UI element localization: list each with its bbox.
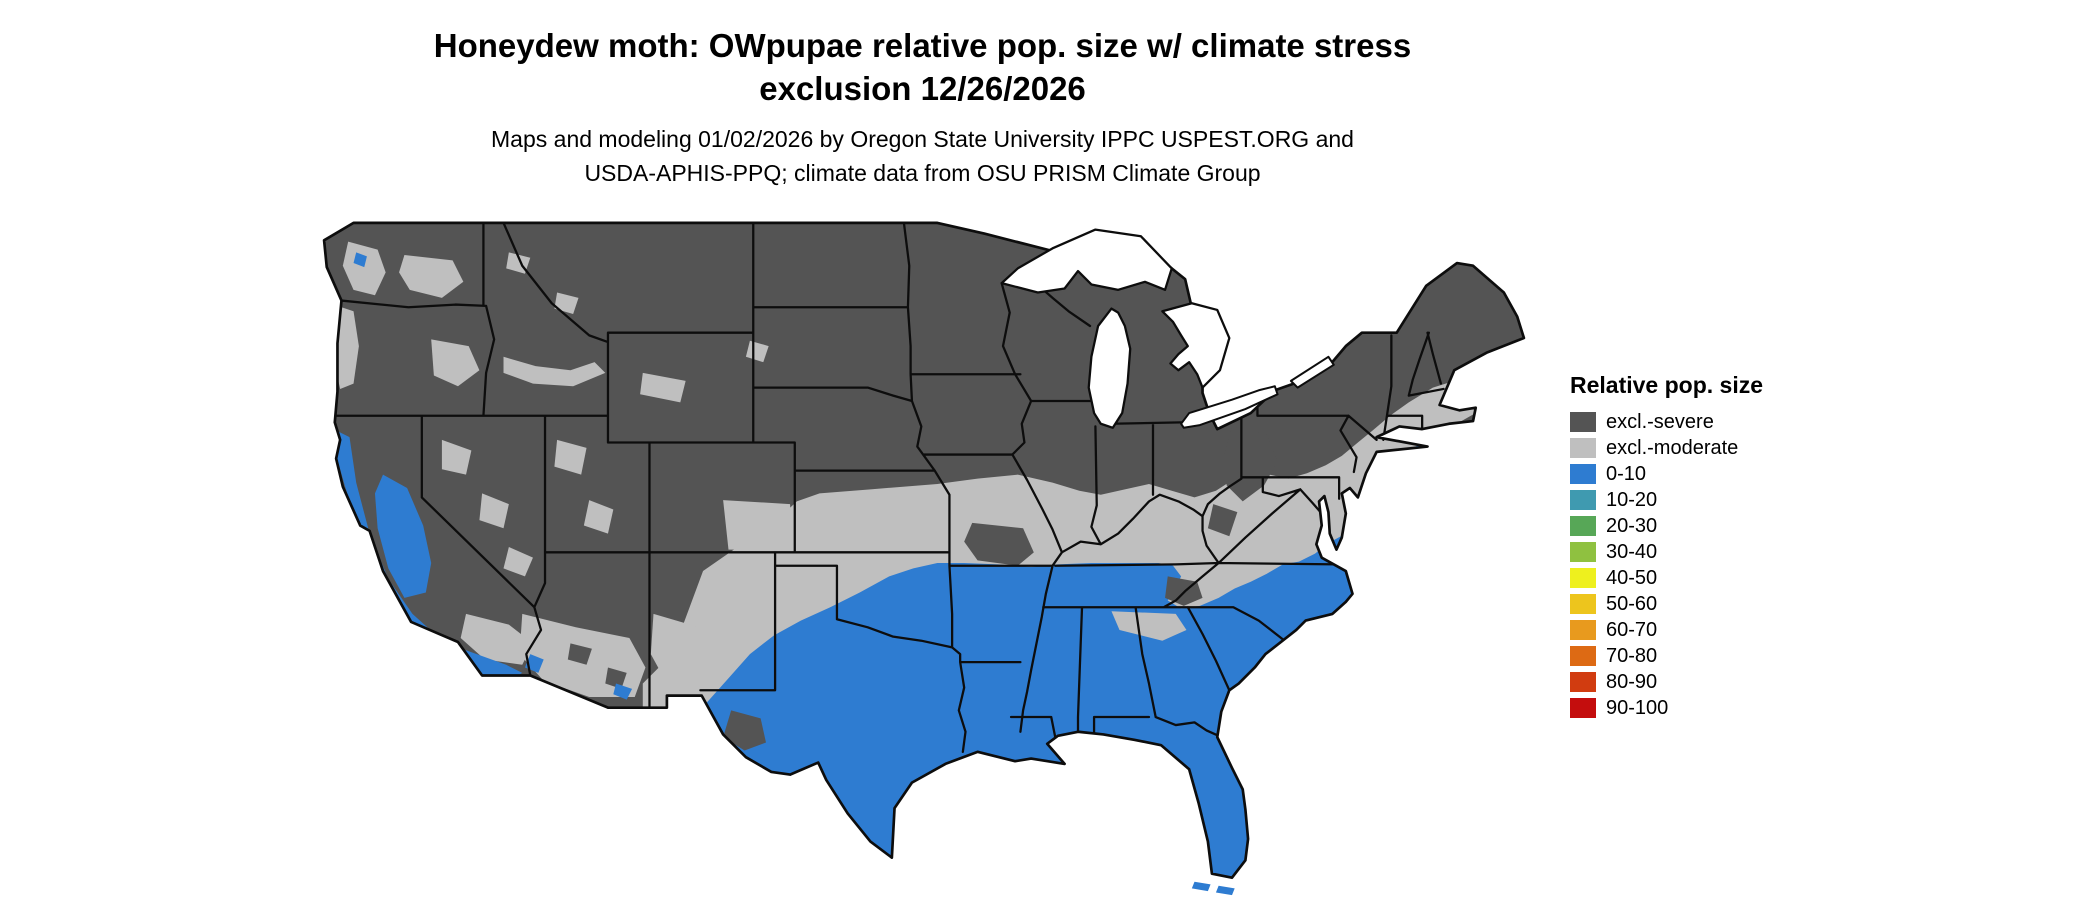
legend-label: excl.-severe	[1606, 410, 1714, 433]
legend-swatch	[1570, 464, 1596, 484]
low-patch	[353, 252, 367, 268]
map-subtitle-line1: Maps and modeling 01/02/2026 by Oregon S…	[491, 126, 1354, 152]
lake-michigan	[1087, 307, 1132, 429]
legend-item: excl.-moderate	[1570, 435, 1763, 461]
legend-label: 60-70	[1606, 618, 1658, 641]
moderate-patch	[745, 340, 769, 363]
legend-label: 80-90	[1606, 670, 1658, 693]
us-map-svg	[322, 221, 1526, 896]
severe-patch	[723, 710, 766, 751]
low-patch-central-valley	[374, 474, 432, 598]
legend-label: 10-20	[1606, 488, 1658, 511]
legend-swatch	[1570, 568, 1596, 588]
legend-item: excl.-severe	[1570, 409, 1763, 435]
great-lakes	[1000, 228, 1335, 429]
legend-swatch	[1570, 412, 1596, 432]
legend-swatch	[1570, 620, 1596, 640]
moderate-patch	[441, 439, 472, 475]
legend-label: 0-10	[1606, 462, 1647, 485]
keys-dot	[1215, 885, 1235, 896]
moderate-patch	[723, 500, 793, 550]
legend-swatch	[1570, 490, 1596, 510]
legend-label: 90-100	[1606, 696, 1669, 719]
map-title-line1: Honeydew moth: OWpupae relative pop. siz…	[433, 27, 1412, 64]
severe-patch	[567, 643, 592, 665]
legend-items: excl.-severe excl.-moderate 0-10 10-20 20-30…	[1570, 409, 1763, 721]
legend-swatch	[1570, 594, 1596, 614]
map-subtitle: Maps and modeling 01/02/2026 by Oregon S…	[0, 122, 1845, 190]
map-title: Honeydew moth: OWpupae relative pop. siz…	[0, 24, 1845, 110]
legend-title: Relative pop. size	[1570, 372, 1764, 398]
state-borders	[333, 222, 1445, 753]
severe-patch	[605, 667, 627, 689]
legend-swatch	[1570, 698, 1596, 718]
moderate-patch	[460, 613, 533, 665]
legend-item: 0-10	[1570, 461, 1763, 487]
legend-label: 30-40	[1606, 540, 1658, 563]
moderate-patch	[650, 613, 710, 684]
moderate-patch	[399, 255, 464, 298]
legend: Relative pop. size excl.-severe excl.-mod…	[1570, 372, 1763, 721]
legend-item: 40-50	[1570, 565, 1763, 591]
legend-swatch	[1570, 516, 1596, 536]
moderate-patch	[431, 339, 480, 387]
legend-swatch	[1570, 646, 1596, 666]
moderate-patch	[342, 241, 386, 296]
us-coastline	[322, 221, 1526, 880]
legend-label: 50-60	[1606, 592, 1658, 615]
moderate-patch	[479, 493, 509, 529]
severe-patch	[964, 522, 1034, 566]
map-title-line2: exclusion 12/26/2026	[759, 70, 1086, 107]
moderate-patch	[554, 439, 587, 475]
legend-label: 40-50	[1606, 566, 1658, 589]
moderate-patch	[583, 500, 614, 534]
lake-ontario	[1289, 355, 1335, 389]
legend-item: 90-100	[1570, 695, 1763, 721]
legend-label: excl.-moderate	[1606, 436, 1739, 459]
severe-patch	[1207, 504, 1238, 537]
legend-label: 70-80	[1606, 644, 1658, 667]
lake-huron	[1161, 302, 1231, 389]
legend-item: 30-40	[1570, 539, 1763, 565]
low-patch	[613, 683, 633, 700]
moderate-patch	[1111, 611, 1187, 641]
legend-item: 70-80	[1570, 643, 1763, 669]
moderate-patch	[503, 546, 533, 577]
keys-dot	[1191, 881, 1211, 892]
legend-swatch	[1570, 438, 1596, 458]
map-subtitle-line2: USDA-APHIS-PPQ; climate data from OSU PR…	[584, 160, 1261, 186]
legend-item: 50-60	[1570, 591, 1763, 617]
us-map	[308, 212, 1540, 902]
legend-item: 10-20	[1570, 487, 1763, 513]
moderate-patch	[640, 372, 686, 403]
legend-item: 20-30	[1570, 513, 1763, 539]
legend-item: 80-90	[1570, 669, 1763, 695]
lake-erie	[1180, 385, 1279, 429]
moderate-patch	[503, 356, 606, 387]
legend-label: 20-30	[1606, 514, 1658, 537]
low-patch-ca-coast	[333, 429, 483, 673]
legend-swatch	[1570, 672, 1596, 692]
legend-swatch	[1570, 542, 1596, 562]
lake-superior	[1000, 228, 1173, 294]
florida-keys	[1191, 881, 1235, 896]
legend-item: 60-70	[1570, 617, 1763, 643]
moderate-patch	[554, 292, 579, 314]
